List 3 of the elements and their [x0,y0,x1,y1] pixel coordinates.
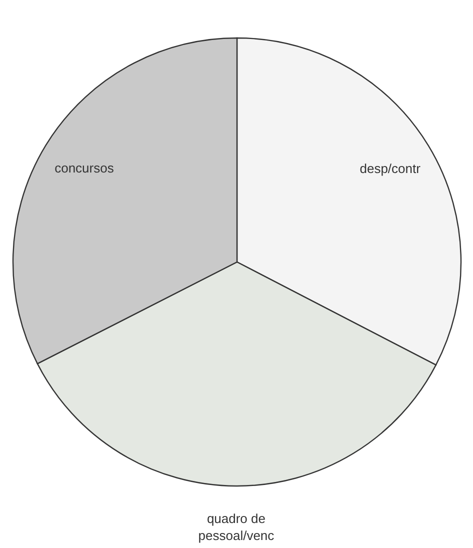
slice-label: concursos [54,160,114,176]
slice-label: quadro de pessoal/venc [198,510,275,543]
slice-label: desp/contr [360,160,422,176]
